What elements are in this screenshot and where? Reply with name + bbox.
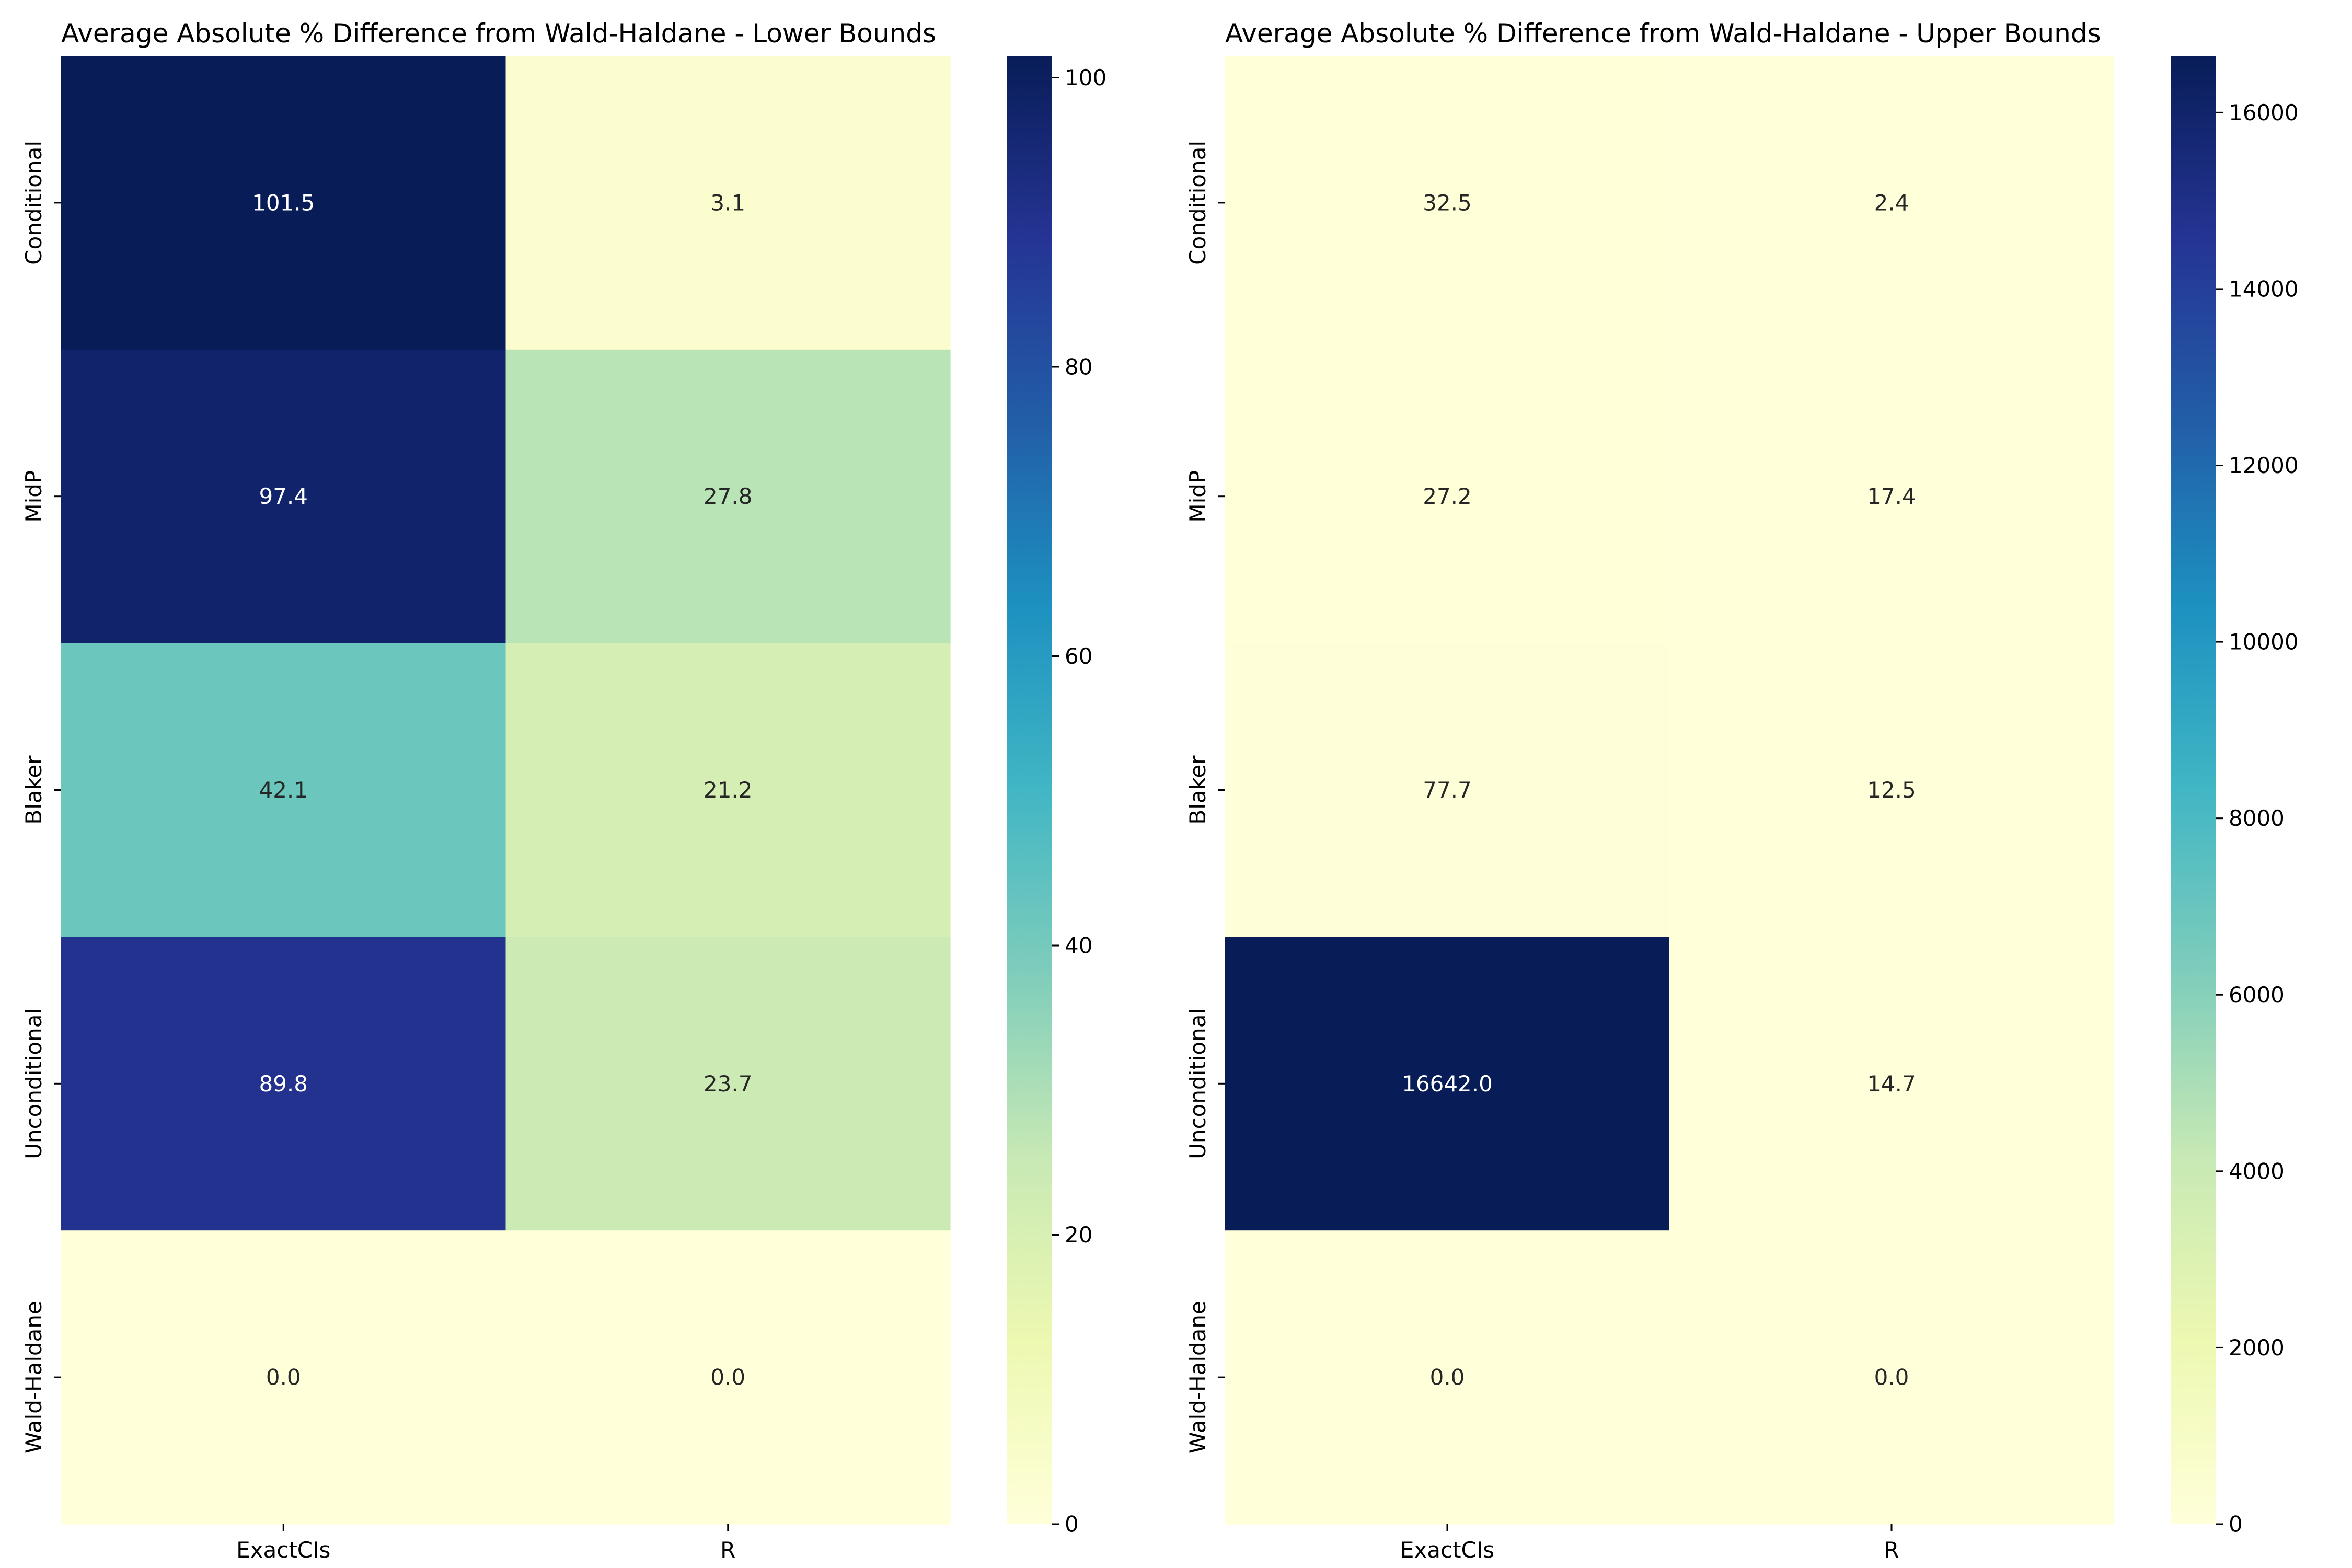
upper-bounds-heatmap: Average Absolute % Difference from Wald-… [1185, 18, 2299, 1563]
colorbar-tick-label: 40 [1065, 933, 1092, 959]
colorbar-gradient [1007, 56, 1052, 1524]
colorbar-tick-label: 100 [1065, 65, 1106, 90]
colorbar-tick-label: 6000 [2229, 982, 2285, 1008]
cell-value-label: 77.7 [1423, 777, 1472, 803]
heatmap-cell [1669, 643, 2114, 937]
cell-value-label: 0.0 [710, 1365, 745, 1390]
row-label: Unconditional [21, 1008, 47, 1159]
colorbar-tick-label: 20 [1065, 1222, 1092, 1248]
lower-bounds-heatmap: Average Absolute % Difference from Wald-… [21, 18, 1106, 1563]
heatmap-cell [505, 349, 951, 644]
cell-value-label: 97.4 [259, 483, 308, 509]
heatmap-cell [1669, 937, 2114, 1231]
cell-value-label: 16642.0 [1402, 1071, 1493, 1097]
heatmap-cell [1225, 937, 1670, 1231]
lower-bounds-row-labels: Conditional MidP Blaker Unconditional Wald-H… [21, 141, 61, 1454]
cell-value-label: 42.1 [259, 777, 308, 803]
row-label: Unconditional [1185, 1008, 1210, 1159]
lower-bounds-colorbar: 0 20 40 60 80 100 [1007, 56, 1106, 1537]
row-label: MidP [21, 470, 47, 523]
upper-bounds-colorbar: 0 2000 4000 6000 8000 10000 12000 14000 16000 [2171, 56, 2299, 1537]
colorbar-tick-label: 60 [1065, 643, 1092, 669]
row-label: Conditional [1185, 141, 1210, 265]
cell-value-label: 0.0 [266, 1365, 301, 1390]
heatmap-cell [1669, 349, 2114, 644]
cell-value-label: 32.5 [1423, 190, 1472, 215]
cell-value-label: 12.5 [1867, 777, 1916, 803]
cell-value-label: 23.7 [704, 1071, 753, 1097]
cell-value-label: 89.8 [259, 1071, 308, 1097]
colorbar-tick-label: 0 [1065, 1512, 1079, 1537]
cell-value-label: 3.1 [710, 190, 745, 215]
colorbar-tick-label: 16000 [2229, 100, 2299, 125]
cell-value-label: 101.5 [252, 190, 315, 215]
colorbar-tick-label: 14000 [2229, 276, 2299, 302]
colorbar-tick-label: 10000 [2229, 629, 2299, 655]
row-label: Wald-Haldane [1185, 1301, 1210, 1454]
row-label: MidP [1185, 470, 1210, 523]
upper-bounds-title: Average Absolute % Difference from Wald-… [1225, 18, 2101, 49]
upper-bounds-cells: 32.5 2.4 27.2 17.4 77.7 12.5 16642.0 14.7 0.0 0.0 [1225, 56, 2114, 1525]
colorbar-tick-label: 2000 [2229, 1335, 2285, 1361]
column-label: R [1884, 1537, 1899, 1563]
colorbar-tick-label: 4000 [2229, 1158, 2285, 1184]
row-label: Conditional [21, 141, 47, 265]
heatmap-cell [61, 1230, 506, 1525]
upper-bounds-column-labels: ExactCIs R [1400, 1524, 1899, 1563]
column-label: ExactCIs [1400, 1537, 1494, 1563]
heatmap-cell [505, 937, 951, 1231]
cell-value-label: 0.0 [1430, 1365, 1465, 1390]
cell-value-label: 2.4 [1874, 190, 1909, 215]
cell-value-label: 21.2 [704, 777, 753, 803]
column-label: R [720, 1537, 735, 1563]
heatmap-cell [1225, 349, 1670, 644]
heatmap-cell [1225, 643, 1670, 937]
colorbar-tick-label: 8000 [2229, 805, 2285, 831]
cell-value-label: 17.4 [1867, 483, 1916, 509]
heatmap-cell [505, 56, 951, 350]
colorbar-tick-label: 80 [1065, 354, 1092, 380]
colorbar-tick-label: 0 [2229, 1512, 2243, 1537]
heatmap-cell [61, 643, 506, 937]
lower-bounds-column-labels: ExactCIs R [236, 1524, 735, 1563]
heatmap-cell [61, 349, 506, 644]
heatmap-cell [505, 643, 951, 937]
row-label: Blaker [21, 755, 47, 825]
lower-bounds-title: Average Absolute % Difference from Wald-… [61, 18, 936, 49]
row-label: Wald-Haldane [21, 1301, 47, 1454]
cell-value-label: 14.7 [1867, 1071, 1916, 1097]
heatmap-cell [505, 1230, 951, 1525]
heatmap-cell [1669, 56, 2114, 350]
cell-value-label: 27.2 [1423, 483, 1472, 509]
heatmap-cell [1225, 56, 1670, 350]
colorbar-tick-label: 12000 [2229, 453, 2299, 478]
cell-value-label: 27.8 [704, 483, 753, 509]
lower-bounds-cells: 101.5 3.1 97.4 27.8 42.1 21.2 89.8 23.7 0.0 0.0 [61, 56, 951, 1525]
column-label: ExactCIs [236, 1537, 330, 1563]
heatmap-cell [61, 56, 506, 350]
colorbar-gradient [2171, 56, 2216, 1524]
upper-bounds-row-labels: Conditional MidP Blaker Unconditional Wald-H… [1185, 141, 1225, 1454]
heatmap-cell [1669, 1230, 2114, 1525]
heatmap-cell [1225, 1230, 1670, 1525]
row-label: Blaker [1185, 755, 1210, 825]
heatmap-cell [61, 937, 506, 1231]
cell-value-label: 0.0 [1874, 1365, 1909, 1390]
